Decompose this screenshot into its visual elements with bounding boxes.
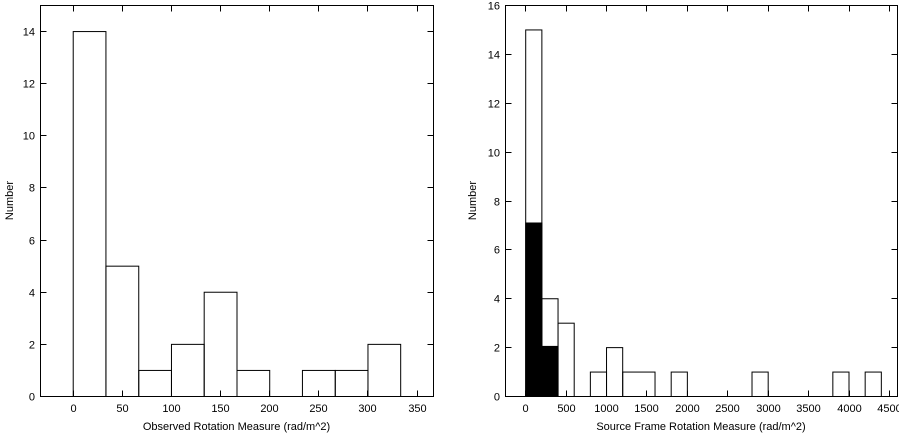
y-tick-label: 12: [23, 79, 35, 91]
y-tick-label: 2: [494, 343, 500, 355]
histogram-bar: [170, 343, 205, 398]
y-tick-label: 4: [29, 288, 35, 300]
histogram-bar: [557, 322, 575, 397]
y-tick-label: 0: [494, 392, 500, 404]
x-tick-label: 1500: [634, 403, 658, 415]
y-tick-label: 10: [23, 131, 35, 143]
observed-rm-histogram: 0 50 100 150 200 250 300 350 0 2 4 6 8 10 12 14 Observed…: [4, 5, 434, 433]
y-axis-label: Number: [4, 181, 16, 220]
x-tick-label: 3500: [796, 403, 820, 415]
x-tick-label: 50: [116, 403, 128, 415]
histogram-bar: [606, 347, 624, 397]
source-frame-rm-histogram: 0 500 1000 1500 2000 2500 3000 3500 4000 4500 0 2 4 6…: [467, 1, 899, 434]
y-tick-label: 0: [29, 392, 35, 404]
y-tick-label: 14: [23, 27, 35, 39]
histogram-bar: [105, 265, 140, 397]
x-tick-label: 2000: [675, 403, 699, 415]
y-tick-label: 12: [488, 99, 500, 111]
histogram-bar: [589, 371, 608, 397]
histogram-bar: [525, 222, 543, 397]
y-axis-label: Number: [467, 181, 479, 220]
plot-frame: [505, 5, 898, 397]
plot-frame: [40, 5, 434, 397]
x-tick-label: 500: [557, 403, 575, 415]
x-tick-label: 300: [358, 403, 376, 415]
x-tick-label: 150: [211, 403, 229, 415]
x-tick-label: 100: [162, 403, 180, 415]
histogram-bar: [138, 369, 172, 397]
y-tick-label: 8: [494, 197, 500, 209]
x-tick-label: 350: [408, 403, 426, 415]
histogram-bar: [236, 369, 271, 397]
y-tick-label: 10: [488, 148, 500, 160]
x-tick-label: 250: [309, 403, 327, 415]
histogram-bar: [203, 291, 238, 398]
x-tick-label: 1000: [594, 403, 618, 415]
y-tick-label: 4: [494, 294, 500, 306]
y-tick-label: 14: [488, 50, 500, 62]
histogram-bar: [334, 369, 369, 397]
x-tick-label: 4000: [837, 403, 861, 415]
y-tick-label: 8: [29, 183, 35, 195]
histogram-bar: [670, 371, 688, 397]
x-tick-label: 200: [260, 403, 278, 415]
x-axis-label: Observed Rotation Measure (rad/m^2): [143, 421, 330, 433]
y-tick-label: 6: [494, 245, 500, 257]
y-tick-label: 6: [29, 236, 35, 248]
y-tick-label: 16: [488, 1, 500, 13]
histogram-bar: [72, 31, 107, 397]
x-tick-label: 3000: [756, 403, 780, 415]
x-tick-label: 4500: [877, 403, 899, 415]
y-tick-label: 2: [29, 340, 35, 352]
histogram-bar: [541, 345, 559, 398]
histogram-bar: [751, 371, 769, 397]
histogram-bar: [622, 371, 656, 397]
histogram-bar: [367, 343, 402, 398]
x-axis-label: Source Frame Rotation Measure (rad/m^2): [596, 421, 805, 433]
x-tick-label: 0: [522, 403, 528, 415]
x-tick-label: 2500: [715, 403, 739, 415]
histogram-bar: [864, 371, 882, 397]
x-tick-label: 0: [70, 403, 76, 415]
histogram-bar: [832, 371, 850, 397]
